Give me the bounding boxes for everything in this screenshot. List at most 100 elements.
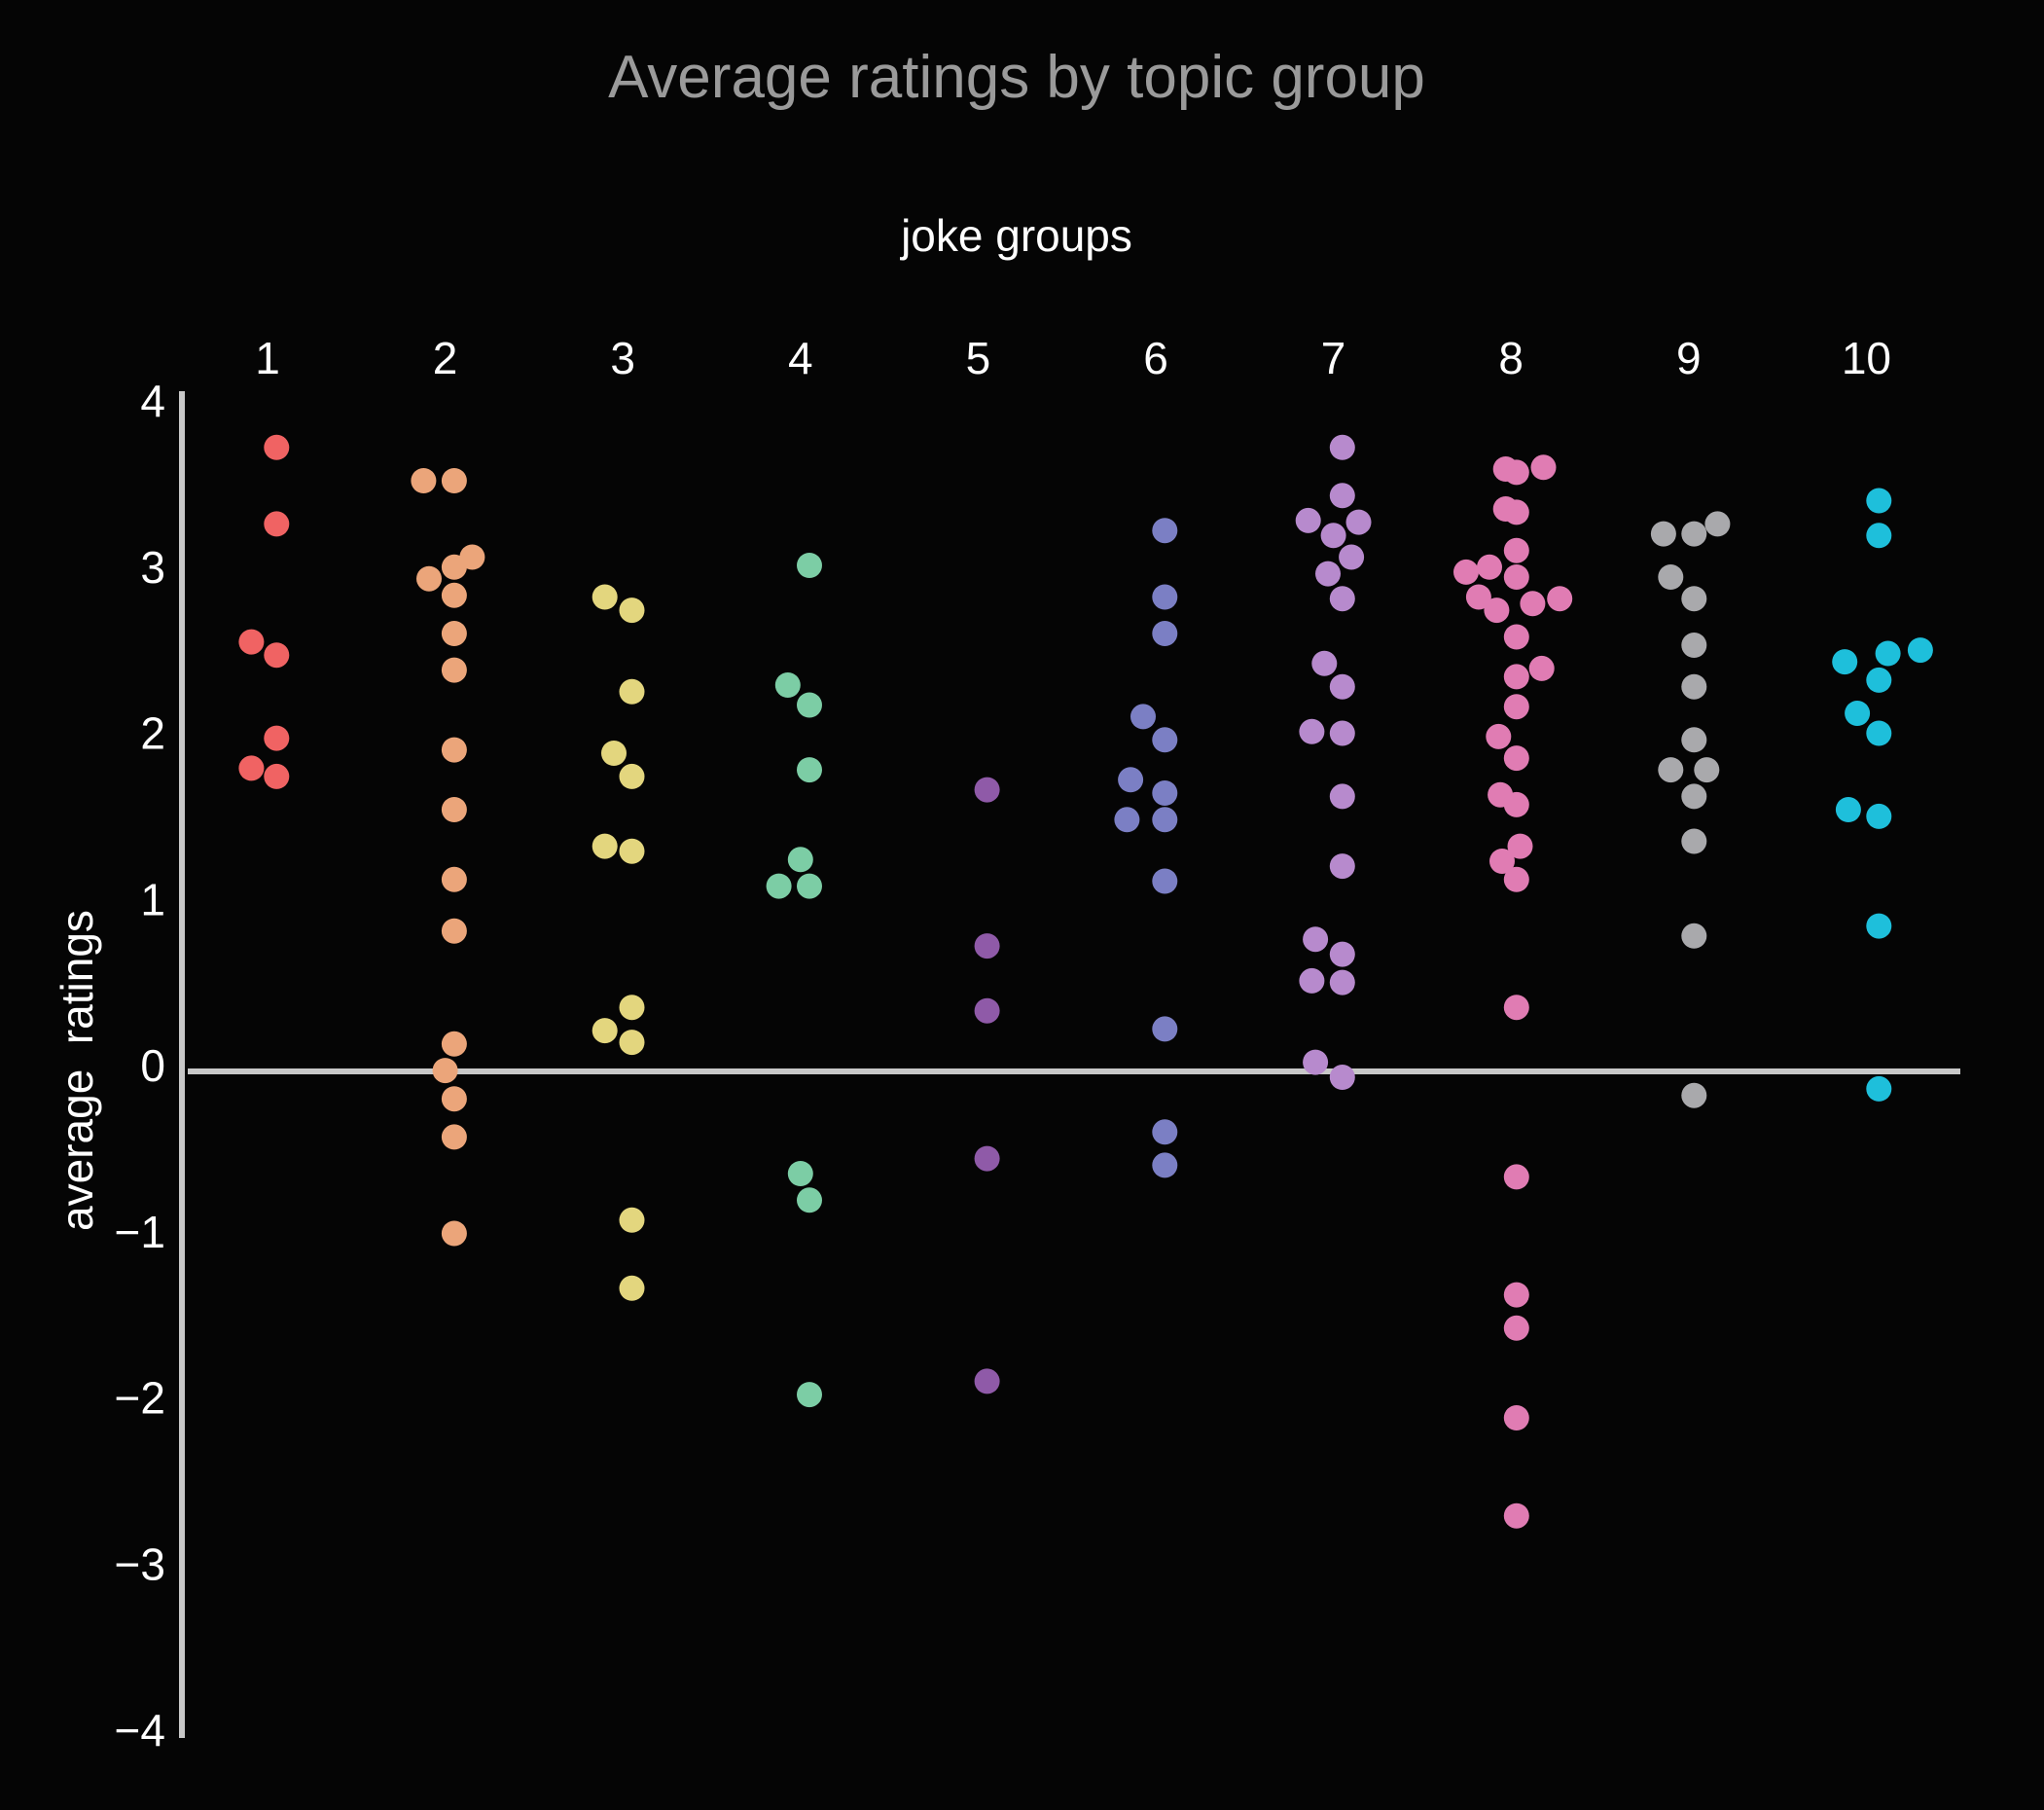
data-point-group-10 <box>1866 913 1892 939</box>
data-point-group-2 <box>441 737 467 763</box>
data-point-group-2 <box>441 582 467 608</box>
y-tick-label: −4 <box>115 1705 165 1756</box>
data-point-group-10 <box>1832 649 1858 675</box>
data-point-group-4 <box>797 1187 822 1213</box>
data-point-group-2 <box>441 1220 467 1247</box>
x-tick-label: 9 <box>1676 333 1702 383</box>
data-point-group-8 <box>1453 559 1479 585</box>
x-tick-label: 3 <box>610 333 635 383</box>
data-point-group-10 <box>1835 797 1861 822</box>
x-tick-label: 10 <box>1842 333 1891 383</box>
y-axis-label: average ratings <box>52 910 102 1231</box>
data-point-group-7 <box>1329 941 1355 967</box>
data-point-group-2 <box>441 1086 467 1112</box>
data-point-group-2 <box>441 657 467 683</box>
data-point-group-8 <box>1530 454 1557 481</box>
x-tick-label: 4 <box>788 333 813 383</box>
data-point-group-8 <box>1503 1405 1529 1430</box>
data-point-group-8 <box>1503 866 1529 892</box>
data-point-group-3 <box>592 584 618 610</box>
y-tick-label: −1 <box>115 1207 165 1257</box>
data-point-group-8 <box>1465 584 1491 610</box>
data-point-group-4 <box>774 672 801 698</box>
data-point-group-4 <box>766 873 792 899</box>
data-point-group-2 <box>441 1031 467 1057</box>
data-point-group-8 <box>1503 664 1529 690</box>
x-tick-label: 2 <box>433 333 458 383</box>
data-point-group-3 <box>619 995 645 1021</box>
y-tick-label: 2 <box>140 708 165 759</box>
data-point-group-3 <box>619 763 645 789</box>
data-point-group-5 <box>974 997 1000 1024</box>
data-point-group-9 <box>1681 633 1707 658</box>
data-point-group-1 <box>264 642 290 669</box>
data-point-group-6 <box>1114 807 1140 833</box>
data-point-group-4 <box>797 553 822 578</box>
data-point-group-6 <box>1152 1119 1178 1145</box>
data-point-group-7 <box>1329 1065 1355 1090</box>
data-point-group-6 <box>1152 807 1178 833</box>
data-point-group-9 <box>1681 828 1707 854</box>
data-point-group-8 <box>1486 723 1512 749</box>
data-point-group-6 <box>1152 621 1178 646</box>
data-point-group-6 <box>1152 518 1178 544</box>
data-point-group-4 <box>787 1161 813 1186</box>
data-point-group-9 <box>1681 727 1707 753</box>
data-point-group-7 <box>1303 926 1329 953</box>
data-point-group-8 <box>1503 1502 1529 1529</box>
data-point-group-5 <box>974 777 1000 803</box>
x-axis-label: joke groups <box>899 210 1132 261</box>
data-point-group-10 <box>1845 701 1871 726</box>
data-point-group-1 <box>238 629 265 655</box>
data-point-group-9 <box>1694 757 1720 783</box>
data-point-group-9 <box>1658 564 1684 590</box>
data-point-group-3 <box>619 678 645 705</box>
data-point-group-5 <box>974 1368 1000 1394</box>
data-point-group-7 <box>1299 967 1325 994</box>
data-point-group-6 <box>1152 727 1178 753</box>
data-point-group-4 <box>797 873 822 899</box>
data-point-group-7 <box>1295 507 1321 533</box>
data-point-group-7 <box>1339 544 1365 570</box>
data-point-group-2 <box>441 554 467 580</box>
data-point-group-10 <box>1866 720 1892 746</box>
y-tick-label: 4 <box>140 376 165 426</box>
data-point-group-3 <box>592 1018 618 1044</box>
data-point-group-8 <box>1477 554 1502 580</box>
data-point-group-6 <box>1152 780 1178 806</box>
data-point-group-4 <box>797 692 822 718</box>
y-tick-label: −3 <box>115 1538 165 1589</box>
data-point-group-8 <box>1503 459 1529 486</box>
data-point-group-3 <box>592 833 618 859</box>
data-point-group-7 <box>1315 561 1341 587</box>
data-point-group-4 <box>787 847 813 873</box>
data-point-group-10 <box>1875 640 1901 667</box>
data-point-group-4 <box>797 1382 822 1408</box>
x-tick-label: 6 <box>1143 333 1168 383</box>
data-point-group-10 <box>1866 1075 1892 1102</box>
data-point-group-10 <box>1866 523 1892 549</box>
data-point-group-3 <box>619 1207 645 1233</box>
data-point-group-2 <box>416 565 442 592</box>
data-point-group-9 <box>1681 586 1707 612</box>
y-tick-labels: 4 3 2 1 0 −1 −2 −3 −4 <box>115 376 165 1756</box>
data-point-group-8 <box>1503 624 1529 650</box>
data-point-group-3 <box>619 1275 645 1301</box>
data-point-group-10 <box>1866 667 1892 693</box>
data-point-group-6 <box>1152 1152 1178 1178</box>
data-point-group-9 <box>1681 923 1707 949</box>
data-point-group-7 <box>1329 853 1355 880</box>
data-point-group-10 <box>1907 637 1933 664</box>
data-points <box>238 434 1933 1529</box>
data-point-group-7 <box>1329 586 1355 612</box>
data-point-group-9 <box>1650 521 1676 547</box>
data-point-group-6 <box>1152 584 1178 610</box>
x-tick-label: 7 <box>1321 333 1346 383</box>
x-tick-labels: 1 2 3 4 5 6 7 8 9 10 <box>255 333 1891 383</box>
data-point-group-8 <box>1503 694 1529 720</box>
data-point-group-2 <box>441 918 467 944</box>
data-point-group-1 <box>264 725 290 751</box>
y-tick-label: 3 <box>140 542 165 593</box>
data-point-group-8 <box>1507 833 1533 859</box>
